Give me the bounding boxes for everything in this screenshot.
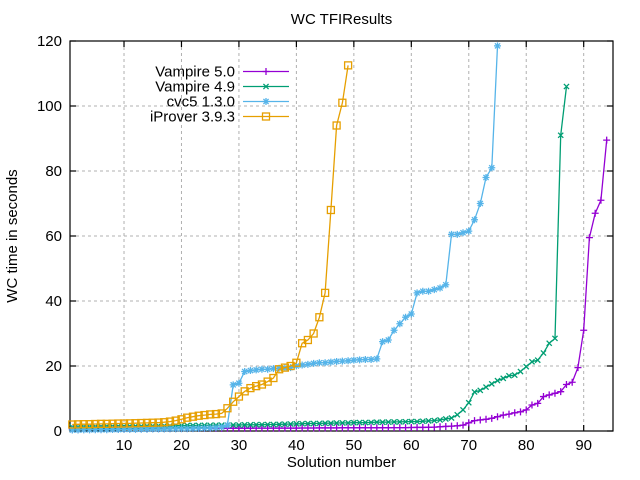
x-axis-label: Solution number (287, 454, 396, 471)
y-tick-labels: 0 20 40 60 80 100 120 (37, 33, 62, 440)
x-tick-label: 70 (460, 437, 477, 454)
y-tick-label: 120 (37, 33, 62, 50)
series-line (72, 86, 568, 428)
y-tick-label: 40 (45, 293, 62, 310)
series-markers (69, 83, 570, 431)
legend-entry-vampire-5.0: Vampire 5.0 (155, 64, 289, 81)
series-markers (68, 61, 353, 429)
series-markers (68, 42, 502, 434)
x-tick-label: 50 (346, 437, 363, 454)
y-tick-label: 80 (45, 163, 62, 180)
legend-sample-asterisk-marker (243, 98, 289, 105)
x-tick-label: 90 (575, 437, 592, 454)
series-vampire-4.9 (69, 83, 570, 431)
legend-label: Vampire 5.0 (155, 64, 235, 81)
series-line (72, 45, 499, 431)
legend-entry-cvc5-1.3.0: cvc5 1.3.0 (167, 94, 289, 111)
x-tick-label: 10 (116, 437, 133, 454)
y-tick-label: 60 (45, 228, 62, 245)
series-vampire-5.0 (68, 136, 611, 433)
x-tick-label: 20 (173, 437, 190, 454)
y-tick-label: 0 (54, 423, 62, 440)
x-tick-labels: 10 20 30 40 50 60 70 80 90 (116, 437, 592, 454)
y-axis-label: WC time in seconds (4, 169, 21, 302)
legend-sample-square-marker (243, 112, 289, 121)
series-iprover-3.9.3 (68, 61, 353, 429)
legend-sample-cross-marker (243, 83, 289, 90)
legend-label: Vampire 4.9 (155, 79, 235, 96)
y-tick-label: 100 (37, 98, 62, 115)
x-tick-label: 30 (231, 437, 248, 454)
y-tick-label: 20 (45, 358, 62, 375)
legend-label: cvc5 1.3.0 (167, 94, 235, 111)
x-tick-label: 60 (403, 437, 420, 454)
x-tick-label: 40 (288, 437, 305, 454)
legend-sample-plus-marker (243, 68, 289, 75)
legend-entry-iprover-3.9.3: iProver 3.9.3 (150, 109, 289, 126)
chart-title: WC TFIResults (291, 11, 392, 28)
legend-entry-vampire-4.9: Vampire 4.9 (155, 79, 289, 96)
legend-label: iProver 3.9.3 (150, 109, 235, 126)
x-tick-label: 80 (518, 437, 535, 454)
series-line (72, 65, 349, 426)
series-markers (68, 136, 611, 433)
